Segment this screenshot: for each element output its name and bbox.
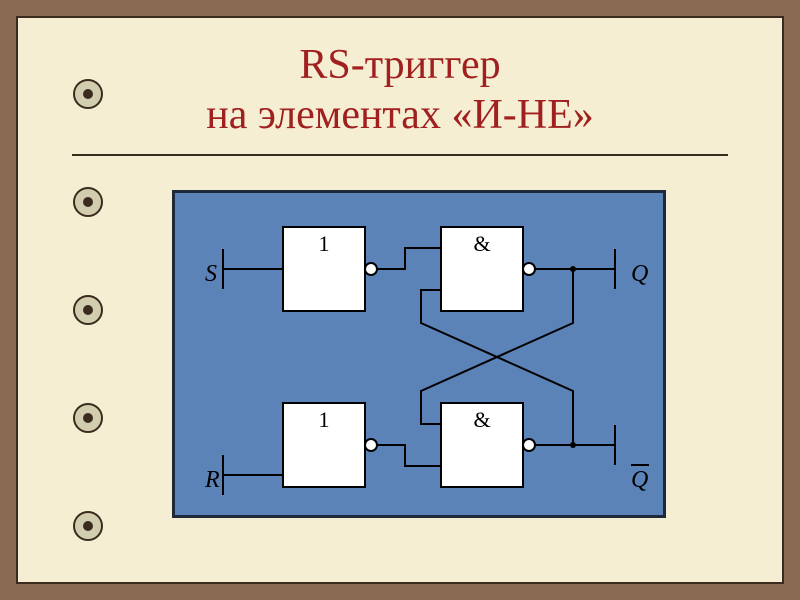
svg-text:1: 1 bbox=[319, 407, 330, 432]
slide-frame: RS-триггер на элементах «И-НЕ» 1 & 1 & S R Q Q bbox=[0, 0, 800, 600]
binding-ring bbox=[73, 403, 103, 433]
slide-page: RS-триггер на элементах «И-НЕ» 1 & 1 & S R Q Q bbox=[16, 16, 784, 584]
circuit-diagram: 1 & 1 & S R Q Q bbox=[175, 193, 669, 521]
binding-ring bbox=[73, 295, 103, 325]
svg-text:&: & bbox=[473, 407, 490, 432]
svg-text:Q: Q bbox=[631, 467, 648, 493]
binding-ring bbox=[73, 79, 103, 109]
binding-ring bbox=[73, 511, 103, 541]
svg-text:S: S bbox=[205, 261, 217, 287]
circuit-diagram-panel: 1 & 1 & S R Q Q bbox=[172, 190, 666, 518]
svg-text:Q: Q bbox=[631, 261, 648, 287]
title-line-2: на элементах «И-НЕ» bbox=[16, 90, 784, 140]
title-line-1: RS-триггер bbox=[16, 40, 784, 90]
svg-text:&: & bbox=[473, 231, 490, 256]
svg-text:1: 1 bbox=[319, 231, 330, 256]
title-underline bbox=[72, 154, 728, 156]
binding-ring bbox=[73, 187, 103, 217]
svg-text:R: R bbox=[204, 467, 220, 493]
slide-title: RS-триггер на элементах «И-НЕ» bbox=[16, 40, 784, 141]
